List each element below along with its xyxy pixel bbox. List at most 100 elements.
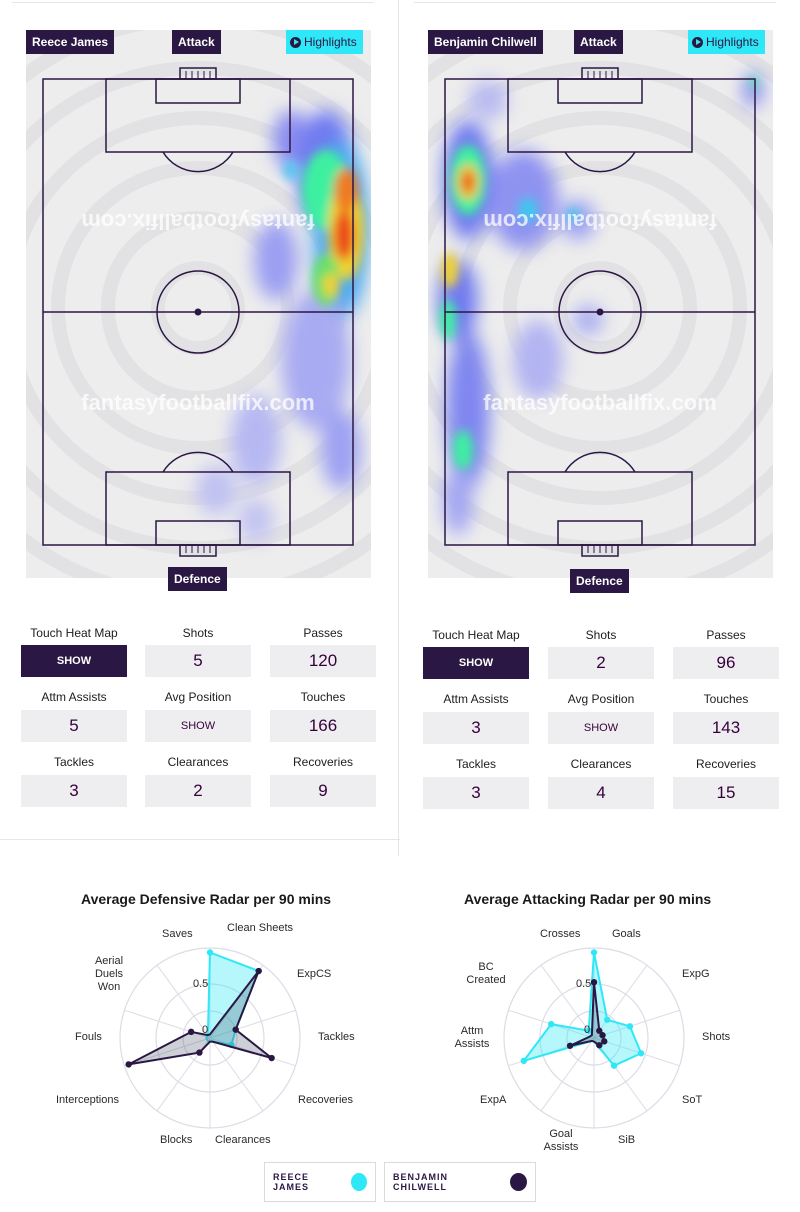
- radar-axis-label: Shots: [702, 1031, 731, 1043]
- radar-axis-label: Attm Assists: [454, 1025, 490, 1050]
- highlights-label: Highlights: [304, 35, 357, 49]
- legend-label: REECE JAMES: [273, 1172, 310, 1192]
- goal-nets: [587, 71, 613, 553]
- radar-data-point: [520, 1057, 528, 1065]
- radar-axis-line: [593, 964, 648, 1039]
- attack-label: Attack: [574, 30, 623, 54]
- highlights-button[interactable]: Highlights: [688, 30, 765, 54]
- radar-axis-line: [209, 1037, 264, 1112]
- legend-label: BENJAMIN CHILWELL: [393, 1172, 449, 1192]
- stat-label: Recoveries: [695, 757, 757, 771]
- radar-data-point: [585, 1027, 592, 1034]
- touch-heat-map-show-button[interactable]: SHOW: [21, 645, 127, 677]
- radar-axis-line: [156, 964, 211, 1039]
- goal-nets: [185, 71, 211, 553]
- stat-label: Passes: [706, 628, 746, 642]
- radar-data-point: [599, 1032, 606, 1039]
- stat-label: Clearances: [167, 755, 229, 769]
- attm-assists-value: 3: [423, 712, 529, 744]
- radar-axis-label: Fouls: [75, 1031, 102, 1043]
- heat-map-pitch: fantasyfootballfix.com fantasyfootballfi…: [26, 30, 371, 578]
- defensive-radar-svg: [119, 947, 301, 1129]
- radar-data-point: [196, 1049, 203, 1056]
- radar-data-point: [206, 949, 214, 956]
- highlights-button[interactable]: Highlights: [286, 30, 363, 54]
- radar-data-point: [604, 1016, 611, 1023]
- passes-value: 96: [673, 647, 779, 679]
- player-name-tag: Reece James: [26, 30, 115, 54]
- radar-data-point: [596, 1027, 603, 1034]
- radar-axis-label: Saves: [162, 928, 193, 940]
- centre-spot: [596, 308, 604, 316]
- stat-label: Tackles: [455, 757, 496, 771]
- recoveries-value: 15: [673, 777, 779, 809]
- stat-label: Recoveries: [292, 755, 354, 769]
- stat-label: Touch Heat Map: [432, 628, 520, 642]
- watermark: fantasyfootballfix.com: [81, 390, 314, 415]
- player-name-tag: Benjamin Chilwell: [428, 30, 543, 54]
- radar-data-point: [232, 1026, 239, 1033]
- attacking-radar-title: Average Attacking Radar per 90 mins: [464, 891, 712, 907]
- radar-axis-label: ExpCS: [297, 968, 332, 980]
- defence-label: Defence: [570, 569, 629, 593]
- radar-axis-label: Aerial Duels Won: [94, 955, 124, 993]
- heat-hotspots: [440, 76, 758, 470]
- radar-axis-label: ExpA: [480, 1094, 507, 1106]
- highlights-label: Highlights: [706, 35, 759, 49]
- radar-axis-line: [209, 1009, 296, 1039]
- play-icon: [692, 36, 703, 48]
- radar-axis-line: [593, 1037, 680, 1067]
- defensive-radar-title: Average Defensive Radar per 90 mins: [81, 891, 332, 907]
- heat-map-pitch: fantasyfootballfix.com fantasyfootballfi…: [428, 30, 773, 578]
- radar-series-area: [128, 970, 273, 1066]
- player-panel-left: fantasyfootballfix.com fantasyfootballfi…: [0, 0, 400, 840]
- legend-swatch: [509, 1173, 527, 1191]
- watermark-upside-down: fantasyfootballfix.com: [483, 209, 716, 234]
- touch-heat-map-show-button[interactable]: SHOW: [423, 647, 529, 679]
- attack-label: Attack: [172, 30, 221, 54]
- radar-data-point: [590, 949, 598, 956]
- radar-axis-label: SoT: [682, 1094, 703, 1106]
- radar-axis-label: SiB: [618, 1134, 636, 1146]
- radar-axis-label: ExpG: [682, 968, 710, 980]
- stat-label: Shots: [585, 628, 617, 642]
- radar-tick-label: 0: [584, 1024, 591, 1036]
- recoveries-value: 9: [270, 775, 376, 807]
- radar-data-point: [637, 1050, 645, 1057]
- heat-hotspots: [283, 150, 364, 306]
- radar-axis-line: [124, 1037, 211, 1067]
- radar-axis-label: Recoveries: [298, 1094, 354, 1106]
- panel-top-border: [414, 0, 776, 3]
- radar-axis-line: [593, 1037, 648, 1112]
- centre-spot: [194, 308, 202, 316]
- player-panel-right: fantasyfootballfix.com fantasyfootballfi…: [400, 0, 800, 840]
- legend-item-player1[interactable]: REECE JAMES: [264, 1162, 376, 1202]
- radar-axis-label: Tackles: [318, 1031, 355, 1043]
- tackles-value: 3: [21, 775, 127, 807]
- touches-value: 143: [673, 712, 779, 744]
- passes-value: 120: [270, 645, 376, 677]
- legend-item-player2[interactable]: BENJAMIN CHILWELL: [384, 1162, 536, 1202]
- radar-axis-label: Interceptions: [56, 1094, 119, 1106]
- clearances-value: 2: [145, 775, 251, 807]
- radar-data-point: [548, 1020, 555, 1028]
- stat-label: Touches: [300, 690, 346, 704]
- radar-series-area: [521, 952, 643, 1067]
- stat-label: Avg Position: [567, 692, 635, 706]
- watermark-upside-down: fantasyfootballfix.com: [81, 209, 314, 234]
- column-divider: [398, 0, 399, 856]
- radar-axis-line: [540, 964, 595, 1039]
- radar-data-point: [187, 1028, 195, 1036]
- radar-data-point: [590, 979, 598, 986]
- avg-position-show-button[interactable]: SHOW: [145, 710, 251, 742]
- stat-label: Attm Assists: [41, 690, 107, 704]
- shots-value: 5: [145, 645, 251, 677]
- avg-position-show-button[interactable]: SHOW: [548, 712, 654, 744]
- stat-label: Attm Assists: [443, 692, 509, 706]
- radar-data-point: [626, 1023, 634, 1030]
- radar-data-point: [601, 1038, 608, 1045]
- radar-data-point: [566, 1042, 574, 1049]
- tackles-value: 3: [423, 777, 529, 809]
- radar-data-point: [268, 1054, 275, 1062]
- stat-label: Touches: [703, 692, 749, 706]
